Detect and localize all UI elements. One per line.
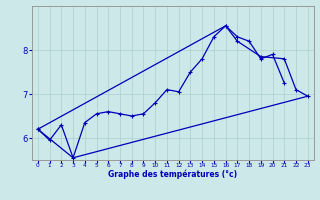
X-axis label: Graphe des températures (°c): Graphe des températures (°c) bbox=[108, 170, 237, 179]
